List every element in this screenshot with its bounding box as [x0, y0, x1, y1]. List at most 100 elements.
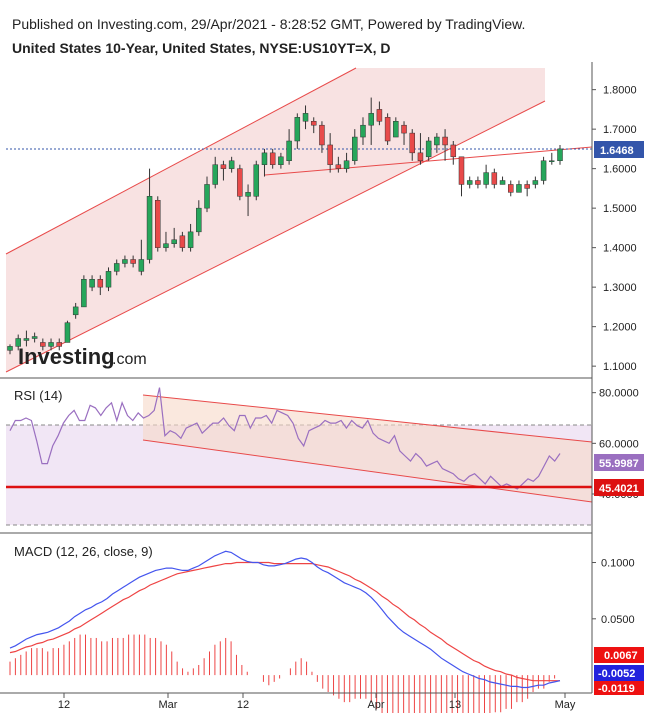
chart-title: United States 10-Year, United States, NY…	[12, 40, 391, 56]
price-tick-label: 1.2000	[603, 322, 637, 334]
price-axis: 1.8000 1.7000 1.6000 1.5000 1.4000 1.3000 1.20…	[592, 85, 637, 373]
price-tick-label: 1.8000	[603, 85, 637, 97]
channel-upper-line	[5, 67, 357, 255]
candle-body	[499, 180, 506, 185]
hist-value-badge-text: -0.0119	[598, 683, 635, 695]
candle-body	[220, 164, 227, 169]
candle-body	[442, 136, 448, 146]
candle-body	[31, 336, 38, 339]
macd-value-badge-text: 0.0067	[604, 650, 638, 662]
candle-body	[475, 180, 481, 185]
candle-body	[278, 156, 284, 165]
candle-body	[212, 164, 218, 185]
candle-body	[532, 180, 539, 185]
logo-suffix: .com	[112, 351, 147, 368]
candle-body	[23, 338, 30, 341]
candle-body	[483, 172, 489, 185]
price-pane: 1.8000 1.7000 1.6000 1.5000 1.4000 1.3000 1.20…	[5, 67, 644, 373]
time-tick-label: Mar	[159, 699, 178, 711]
candle-body	[155, 200, 161, 248]
candle-body	[171, 239, 177, 244]
rsi-channel-fill	[143, 395, 592, 502]
candle-body	[187, 231, 194, 248]
price-tick-label: 1.1000	[603, 361, 637, 373]
candle-body	[48, 342, 54, 347]
rsi-channel-lower	[142, 439, 593, 503]
time-tick-label: May	[555, 699, 576, 711]
candle-body	[549, 160, 555, 162]
candle-body	[466, 180, 473, 185]
candle-body	[434, 136, 440, 146]
candle-body	[89, 279, 95, 288]
signal-line	[9, 561, 560, 682]
price-tick-label: 1.5000	[603, 203, 637, 215]
candle-body	[15, 338, 21, 347]
macd-value-badge	[594, 647, 644, 663]
time-tick-label: Apr	[367, 699, 384, 711]
time-axis: 12 Mar 12 Apr 13 May	[58, 693, 576, 711]
candle-body	[97, 279, 104, 288]
candle-body	[368, 113, 374, 126]
candle-body	[327, 144, 333, 165]
candle-body	[540, 160, 547, 181]
macd-title: MACD (12, 26, close, 9)	[14, 544, 153, 559]
candle-body	[146, 196, 153, 260]
rsi-value-badge	[594, 454, 644, 471]
candle-body	[417, 152, 424, 162]
candle-body	[524, 184, 530, 189]
signal-value-badge-text: -0.0052	[598, 668, 635, 680]
candle-body	[196, 207, 202, 233]
candle-body	[56, 342, 63, 347]
candle-body	[401, 124, 407, 134]
candle-body	[393, 121, 399, 138]
candle-body	[425, 140, 432, 158]
candle-body	[179, 235, 186, 248]
price-tick-label: 1.4000	[603, 243, 637, 255]
last-price-badge	[594, 141, 644, 158]
candle-body	[245, 192, 251, 197]
time-tick-label: 12	[58, 699, 70, 711]
macd-tick-label: 0.0500	[601, 614, 635, 626]
rsi-value-badge-text: 55.9987	[599, 458, 639, 470]
macd-histogram	[9, 634, 556, 713]
price-tick-label: 1.7000	[603, 124, 637, 136]
candle-body	[409, 132, 415, 154]
candle-body	[557, 148, 563, 161]
candle-body	[7, 346, 13, 351]
candles	[7, 97, 563, 355]
price-channel-fill	[6, 68, 545, 372]
last-price-badge-text: 1.6468	[600, 145, 634, 157]
candle-body	[138, 259, 145, 272]
candle-body	[360, 124, 366, 138]
candle-body	[516, 184, 522, 193]
time-tick-label: 13	[449, 699, 461, 711]
candle-body	[130, 259, 136, 264]
candle-body	[507, 184, 514, 193]
rsi-title: RSI (14)	[14, 388, 62, 403]
candle-body	[352, 136, 358, 162]
candle-body	[269, 152, 276, 165]
candle-body	[319, 124, 325, 146]
candle-body	[491, 172, 498, 185]
rsi-line	[9, 387, 561, 490]
logo-investing: Investing	[18, 344, 115, 369]
candle-body	[310, 121, 317, 126]
macd-pane: MACD (12, 26, close, 9) 0.1000 0.0500 0.0…	[9, 544, 644, 713]
macd-tick-label: 0.1000	[601, 558, 635, 570]
price-tick-label: 1.6000	[603, 164, 637, 176]
candle-body	[72, 306, 79, 316]
published-line: Published on Investing.com, 29/Apr/2021 …	[12, 16, 526, 32]
candle-body	[40, 342, 46, 347]
rsi-level-badge-text: 45.4021	[599, 483, 639, 495]
candle-body	[122, 259, 128, 264]
candle-body	[458, 156, 465, 185]
candle-body	[64, 322, 71, 343]
hist-value-badge	[594, 681, 644, 695]
candle-body	[204, 184, 210, 209]
candle-body	[376, 109, 383, 122]
candle-body	[286, 140, 292, 161]
rsi-channel-upper	[142, 394, 593, 443]
candle-body	[302, 113, 309, 122]
time-tick-label: 12	[237, 699, 249, 711]
